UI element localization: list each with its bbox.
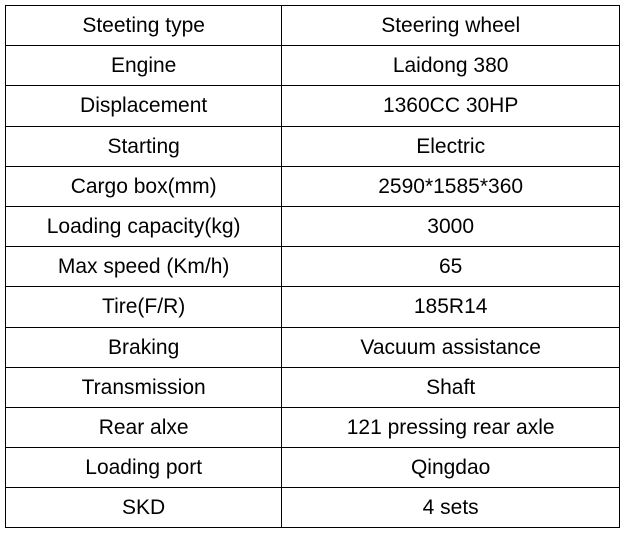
table-row: Max speed (Km/h) 65 xyxy=(6,247,620,287)
table-row: Cargo box(mm) 2590*1585*360 xyxy=(6,166,620,206)
table-row: Loading capacity(kg) 3000 xyxy=(6,206,620,246)
spec-value: Laidong 380 xyxy=(282,46,620,86)
spec-value: Electric xyxy=(282,126,620,166)
table-row: Starting Electric xyxy=(6,126,620,166)
spec-value: Steering wheel xyxy=(282,6,620,46)
spec-value: 185R14 xyxy=(282,287,620,327)
table-row: Tire(F/R) 185R14 xyxy=(6,287,620,327)
table-row: Displacement 1360CC 30HP xyxy=(6,86,620,126)
table-row: Transmission Shaft xyxy=(6,367,620,407)
spec-label: Rear alxe xyxy=(6,407,282,447)
spec-label: Transmission xyxy=(6,367,282,407)
spec-label: Loading capacity(kg) xyxy=(6,206,282,246)
spec-value: 65 xyxy=(282,247,620,287)
table-row: Loading port Qingdao xyxy=(6,448,620,488)
spec-label: Tire(F/R) xyxy=(6,287,282,327)
spec-label: Braking xyxy=(6,327,282,367)
spec-value: Vacuum assistance xyxy=(282,327,620,367)
spec-label: Max speed (Km/h) xyxy=(6,247,282,287)
spec-label: Starting xyxy=(6,126,282,166)
spec-value: Shaft xyxy=(282,367,620,407)
spec-label: SKD xyxy=(6,488,282,528)
spec-value: 3000 xyxy=(282,206,620,246)
spec-label: Loading port xyxy=(6,448,282,488)
spec-label: Cargo box(mm) xyxy=(6,166,282,206)
spec-label: Engine xyxy=(6,46,282,86)
spec-value: 1360CC 30HP xyxy=(282,86,620,126)
spec-value: Qingdao xyxy=(282,448,620,488)
table-row: Braking Vacuum assistance xyxy=(6,327,620,367)
spec-value: 121 pressing rear axle xyxy=(282,407,620,447)
spec-label: Steeting type xyxy=(6,6,282,46)
spec-value: 2590*1585*360 xyxy=(282,166,620,206)
table-row: Engine Laidong 380 xyxy=(6,46,620,86)
spec-value: 4 sets xyxy=(282,488,620,528)
table-row: SKD 4 sets xyxy=(6,488,620,528)
table-row: Steeting type Steering wheel xyxy=(6,6,620,46)
table-row: Rear alxe 121 pressing rear axle xyxy=(6,407,620,447)
spec-label: Displacement xyxy=(6,86,282,126)
spec-table-body: Steeting type Steering wheel Engine Laid… xyxy=(6,6,620,528)
spec-table: Steeting type Steering wheel Engine Laid… xyxy=(5,5,620,528)
